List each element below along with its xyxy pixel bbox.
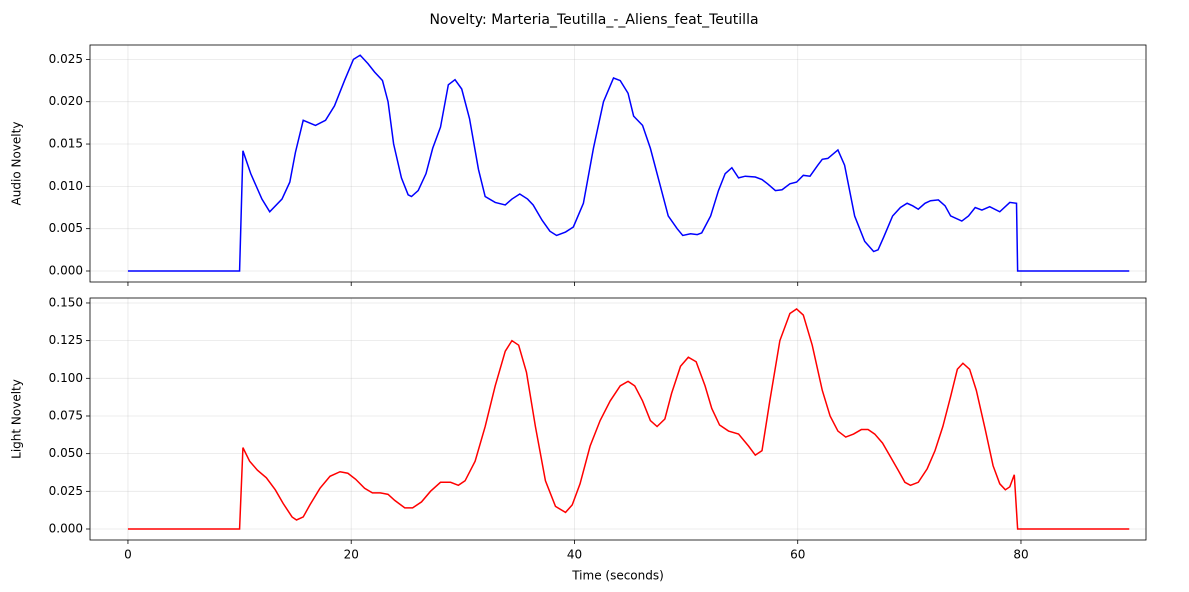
- x-tick-label: 20: [344, 548, 359, 562]
- y-axis-label: Light Novelty: [10, 379, 24, 459]
- x-tick-label: 60: [790, 548, 805, 562]
- y-tick-label: 0.125: [49, 333, 83, 347]
- y-tick-label: 0.005: [49, 221, 83, 235]
- figure-title: Novelty: Marteria_Teutilla_-_Aliens_feat…: [429, 12, 758, 28]
- y-tick-label: 0.025: [49, 52, 83, 66]
- axes-frame: [89, 297, 1147, 541]
- novelty-line: [127, 308, 1130, 530]
- x-tick-label: 40: [567, 548, 582, 562]
- x-tick-label: 80: [1013, 548, 1028, 562]
- y-axis-label: Audio Novelty: [10, 122, 24, 206]
- x-tick-label: 0: [124, 548, 132, 562]
- novelty-line: [127, 54, 1130, 272]
- y-tick-label: 0.010: [49, 179, 83, 193]
- y-tick-label: 0.000: [49, 522, 83, 536]
- y-tick-label: 0.100: [49, 371, 83, 385]
- y-tick-label: 0.050: [49, 446, 83, 460]
- y-tick-label: 0.025: [49, 484, 83, 498]
- x-axis-label: Time (seconds): [571, 569, 664, 583]
- y-tick-label: 0.020: [49, 94, 83, 108]
- y-tick-label: 0.000: [49, 263, 83, 277]
- axes-frame: [89, 44, 1147, 283]
- y-tick-label: 0.150: [49, 295, 83, 309]
- y-tick-label: 0.075: [49, 408, 83, 422]
- y-tick-label: 0.015: [49, 137, 83, 151]
